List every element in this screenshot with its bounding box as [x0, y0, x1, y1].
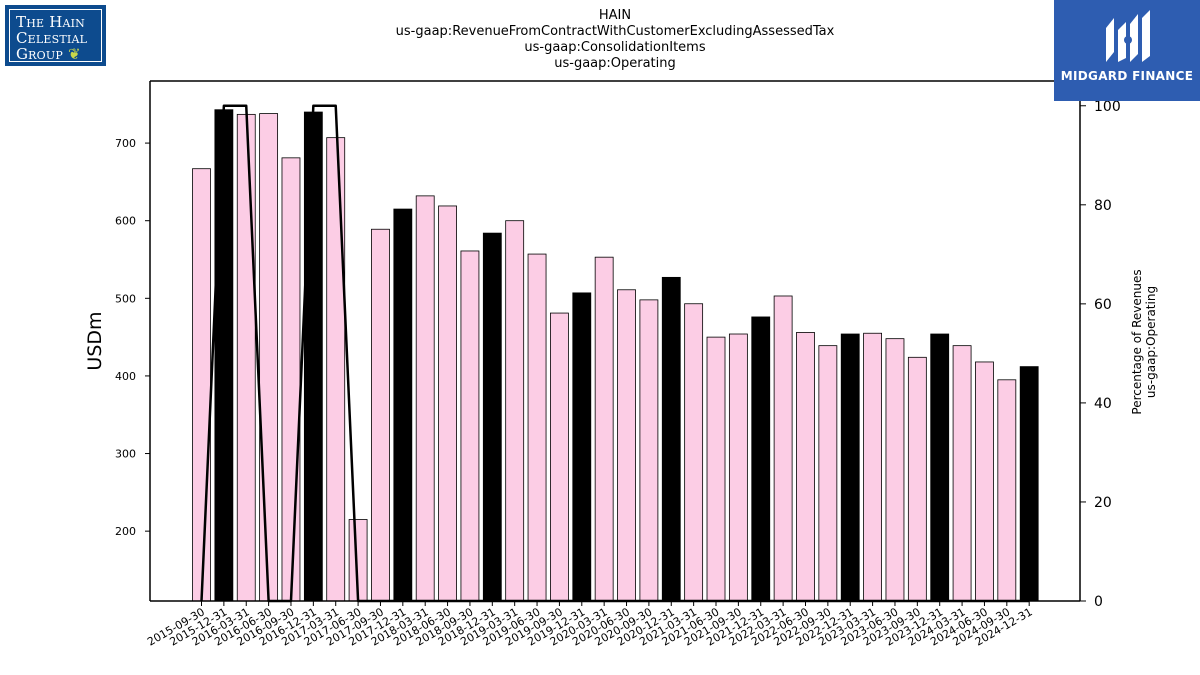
logo-line-2: Celestial [16, 29, 88, 47]
bar-2023-06-30 [885, 338, 905, 602]
bar-2021-09-30 [728, 333, 748, 602]
midgard-brand-text: MIDGARD FINANCE [1060, 69, 1194, 83]
y2-tick-label-80: 80 [1094, 198, 1112, 214]
leaf-icon: ❦ [67, 45, 81, 63]
bar-2017-03-31 [326, 137, 346, 602]
bar-2020-12-31 [661, 276, 681, 602]
bar-2019-09-30 [550, 312, 569, 602]
bar-2016-12-31 [303, 111, 323, 602]
hain-celestial-logo: The Hain Celestial Group ❦ [5, 5, 106, 66]
bar-2022-09-30 [818, 345, 838, 602]
y2-tick-label-20: 20 [1094, 495, 1112, 511]
bar-2016-09-30 [281, 157, 301, 602]
midgard-mark-icon [1106, 10, 1150, 62]
y-axis-label: USDm [84, 311, 106, 370]
bar-2021-12-31 [751, 316, 771, 602]
y-tick-label-600: 600 [115, 215, 136, 228]
bar-2019-03-31 [505, 220, 525, 602]
bar-2016-03-31 [236, 113, 256, 602]
bar-2021-06-30 [706, 336, 726, 602]
bar-2016-06-30 [259, 113, 279, 602]
y-tick-label-400: 400 [115, 370, 136, 383]
bar-2020-09-30 [639, 299, 659, 602]
bar-2024-06-30 [975, 361, 994, 602]
y-tick-label-500: 500 [115, 292, 136, 305]
bar-2022-12-31 [840, 333, 860, 602]
bar-2024-12-31 [1019, 366, 1039, 602]
y-tick-label-700: 700 [115, 137, 136, 150]
bar-2018-03-31 [415, 195, 435, 602]
bar-2017-12-31 [393, 208, 413, 602]
bar-2020-03-31 [594, 256, 614, 602]
logo-line-1: The Hain [16, 13, 85, 31]
bar-2018-12-31 [482, 232, 502, 602]
bar-2023-03-31 [863, 332, 882, 602]
y2-axis-label-line-2: us-gaap:Operating [1144, 286, 1158, 398]
bar-2022-03-31 [773, 295, 793, 602]
bar-2021-03-31 [684, 303, 704, 602]
bar-2023-09-30 [907, 356, 927, 602]
bar-2023-12-31 [930, 333, 950, 602]
y-tick-label-200: 200 [115, 525, 136, 538]
bar-2015-09-30 [192, 168, 211, 602]
bar-2020-06-30 [617, 289, 636, 602]
bar-2018-09-30 [460, 250, 480, 602]
chart-title-line-4: us-gaap:Operating [554, 56, 676, 71]
bar-2024-09-30 [997, 379, 1017, 602]
bar-2018-06-30 [438, 205, 457, 602]
y-tick-label-300: 300 [115, 448, 136, 461]
y2-axis-label-line-1: Percentage of Revenues [1130, 269, 1144, 414]
bar-2019-12-31 [572, 292, 592, 602]
midgard-finance-logo: MIDGARD FINANCE [1054, 0, 1200, 101]
chart-title-line-2: us-gaap:RevenueFromContractWithCustomerE… [395, 24, 835, 39]
chart-title-line-3: us-gaap:ConsolidationItems [524, 40, 706, 55]
bar-2022-06-30 [796, 332, 815, 602]
bar-2015-12-31 [214, 109, 234, 602]
bar-2017-09-30 [371, 228, 390, 602]
logo-line-3: Group ❦ [16, 45, 81, 63]
y2-tick-label-60: 60 [1094, 297, 1112, 313]
y2-tick-label-40: 40 [1094, 396, 1112, 412]
bar-2024-03-31 [952, 345, 972, 602]
bar-2019-06-30 [527, 253, 547, 602]
percentage-line [200, 104, 1030, 603]
y2-tick-label-100: 100 [1094, 99, 1121, 115]
chart-title-line-1: HAIN [598, 8, 632, 23]
y2-tick-label-0: 0 [1094, 594, 1103, 610]
